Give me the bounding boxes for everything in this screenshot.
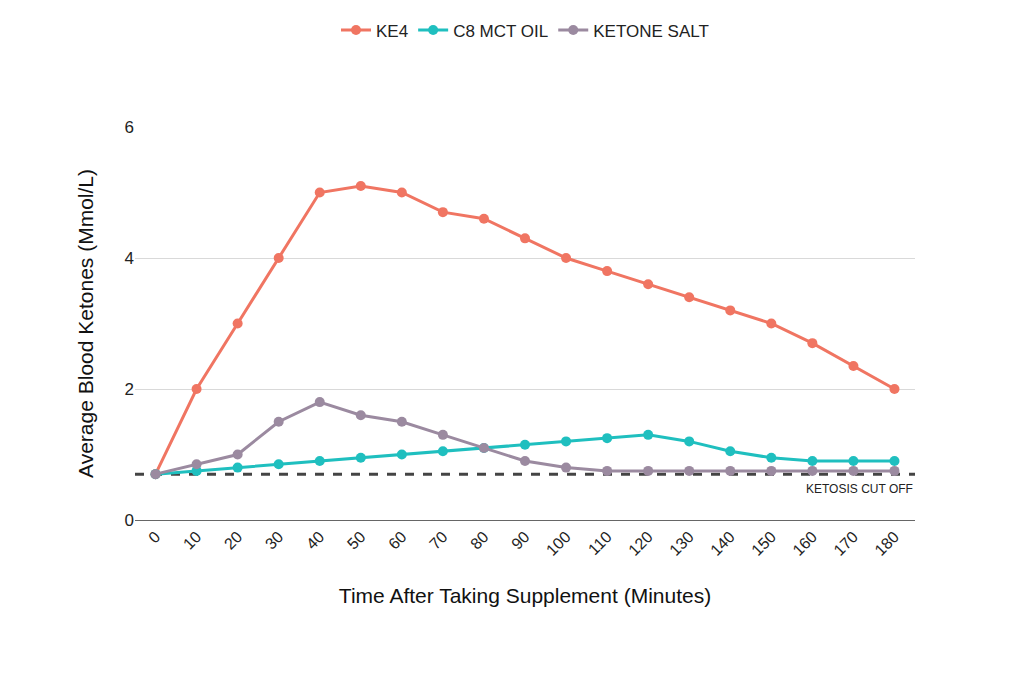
svg-text:170: 170 bbox=[830, 528, 861, 559]
svg-text:130: 130 bbox=[666, 528, 697, 559]
svg-text:6: 6 bbox=[125, 118, 134, 137]
svg-text:0: 0 bbox=[145, 528, 163, 546]
svg-text:20: 20 bbox=[221, 528, 246, 553]
svg-text:KETONE SALT: KETONE SALT bbox=[593, 22, 709, 41]
svg-text:180: 180 bbox=[871, 528, 902, 559]
svg-text:150: 150 bbox=[748, 528, 779, 559]
svg-text:C8 MCT OIL: C8 MCT OIL bbox=[453, 22, 548, 41]
svg-text:40: 40 bbox=[303, 528, 328, 553]
svg-text:4: 4 bbox=[125, 249, 134, 268]
svg-text:160: 160 bbox=[789, 528, 820, 559]
svg-text:Average Blood Ketones (Mmol/L): Average Blood Ketones (Mmol/L) bbox=[74, 169, 97, 478]
svg-text:KETOSIS CUT OFF: KETOSIS CUT OFF bbox=[806, 482, 913, 496]
svg-text:60: 60 bbox=[385, 528, 410, 553]
svg-text:KE4: KE4 bbox=[376, 22, 408, 41]
svg-text:90: 90 bbox=[508, 528, 533, 553]
svg-text:110: 110 bbox=[585, 528, 615, 558]
svg-text:80: 80 bbox=[467, 528, 492, 553]
svg-text:50: 50 bbox=[344, 528, 369, 553]
svg-text:120: 120 bbox=[625, 528, 656, 559]
svg-text:70: 70 bbox=[426, 528, 451, 553]
svg-text:100: 100 bbox=[543, 528, 574, 559]
svg-text:10: 10 bbox=[180, 528, 205, 553]
svg-text:140: 140 bbox=[707, 528, 738, 559]
svg-text:Time After Taking Supplement (: Time After Taking Supplement (Minutes) bbox=[339, 584, 711, 607]
svg-text:2: 2 bbox=[125, 380, 134, 399]
svg-text:0: 0 bbox=[125, 511, 134, 530]
svg-text:30: 30 bbox=[262, 528, 287, 553]
